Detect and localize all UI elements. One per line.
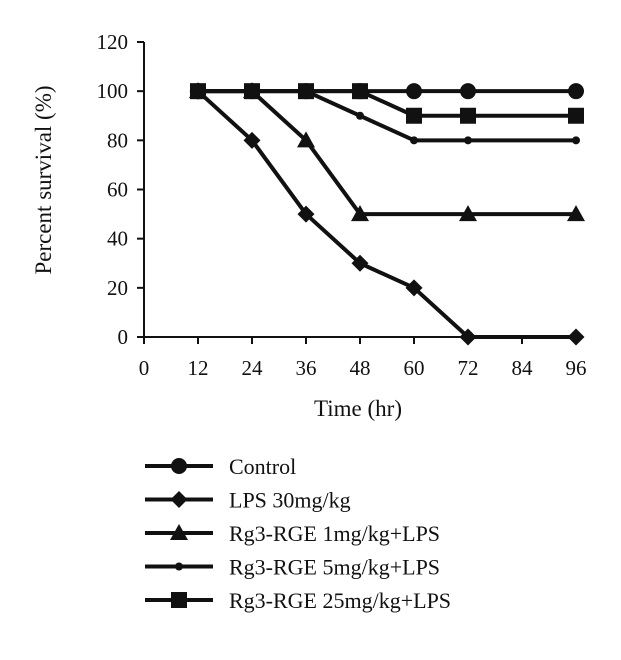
- y-axis-label: Percent survival (%): [31, 85, 56, 274]
- legend-label: Control: [229, 454, 296, 479]
- data-point: [297, 205, 315, 223]
- series-layer: [189, 82, 585, 346]
- series-5: [190, 83, 584, 124]
- data-point: [410, 136, 418, 145]
- data-point: [464, 136, 472, 145]
- legend-marker: [171, 458, 187, 474]
- legend-item-5: Rg3-RGE 25mg/kg+LPS: [145, 588, 451, 613]
- y-tick-label: 120: [97, 30, 129, 54]
- data-point: [356, 111, 364, 120]
- x-tick-label: 96: [566, 356, 587, 380]
- legend-item-3: Rg3-RGE 1mg/kg+LPS: [145, 521, 440, 546]
- data-point: [405, 279, 423, 297]
- legend-marker: [175, 562, 183, 571]
- y-tick-label: 80: [107, 128, 128, 152]
- legend: Control LPS 30mg/kg Rg3-RGE 1mg/kg+LPS Rg3-…: [145, 454, 451, 613]
- x-tick-label: 84: [512, 356, 534, 380]
- data-point: [244, 83, 260, 100]
- x-tick-label: 24: [242, 356, 264, 380]
- data-point: [568, 107, 584, 124]
- legend-label: LPS 30mg/kg: [229, 488, 351, 513]
- legend-label: Rg3-RGE 1mg/kg+LPS: [229, 521, 440, 546]
- y-tick-label: 40: [107, 227, 128, 251]
- data-point: [406, 83, 422, 100]
- data-point: [460, 83, 476, 100]
- series-2: [189, 82, 585, 346]
- legend-label: Rg3-RGE 25mg/kg+LPS: [229, 588, 451, 613]
- data-point: [243, 131, 261, 149]
- data-point: [460, 107, 476, 124]
- legend-marker: [170, 491, 188, 508]
- data-point: [567, 328, 585, 346]
- x-tick-label: 72: [458, 356, 479, 380]
- data-point: [351, 205, 369, 222]
- x-axis-label: Time (hr): [314, 396, 402, 421]
- data-point: [459, 205, 477, 222]
- data-point: [297, 131, 315, 148]
- legend-marker: [171, 592, 187, 608]
- y-tick-label: 100: [97, 79, 129, 103]
- x-tick-label: 36: [296, 356, 317, 380]
- data-point: [298, 83, 314, 100]
- x-tick-label: 12: [188, 356, 209, 380]
- x-tick-label: 48: [350, 356, 371, 380]
- x-tick-label: 60: [404, 356, 425, 380]
- series-line: [198, 89, 576, 217]
- legend-label: Rg3-RGE 5mg/kg+LPS: [229, 555, 440, 580]
- data-point: [406, 107, 422, 124]
- data-point: [351, 254, 369, 272]
- data-point: [567, 205, 585, 222]
- legend-item-1: Control: [145, 454, 296, 479]
- data-point: [568, 83, 584, 100]
- data-point: [352, 83, 368, 100]
- data-point: [190, 83, 206, 100]
- legend-marker: [170, 524, 188, 540]
- y-tick-label: 20: [107, 276, 128, 300]
- data-point: [459, 328, 477, 346]
- y-tick-label: 60: [107, 178, 128, 202]
- axes: 0 20 40 60 80 100 120 0 12 24 36 48 60 72 84 96: [97, 30, 587, 380]
- data-point: [572, 136, 580, 145]
- y-tick-label: 0: [118, 325, 129, 349]
- x-tick-label: 0: [139, 356, 150, 380]
- legend-item-2: LPS 30mg/kg: [145, 488, 351, 513]
- legend-item-4: Rg3-RGE 5mg/kg+LPS: [145, 555, 440, 580]
